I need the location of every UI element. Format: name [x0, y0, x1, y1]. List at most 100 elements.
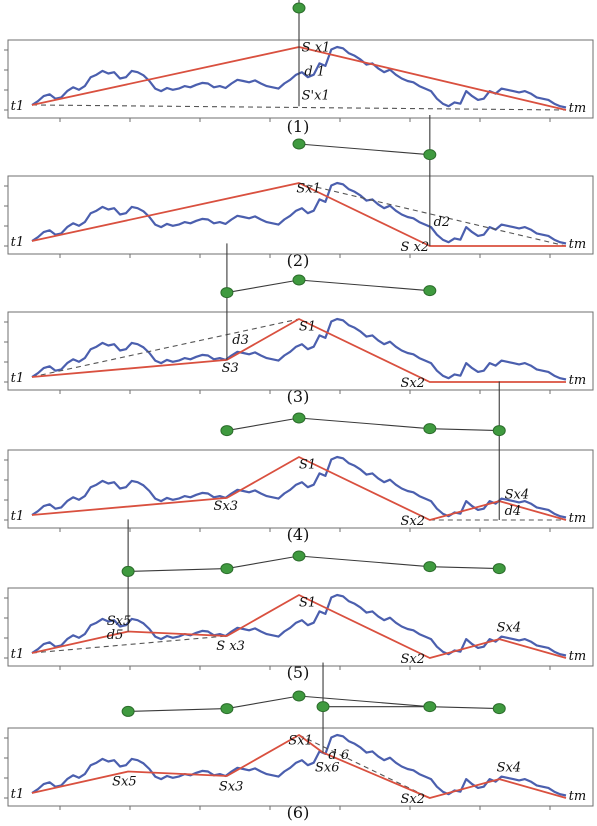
point-label: t1 [11, 371, 24, 386]
point-label: t1 [11, 235, 24, 250]
tree-edge [226, 279, 300, 294]
tree-edge [226, 555, 300, 570]
time-series-line [31, 593, 567, 657]
point-label: S x1 [302, 40, 331, 55]
tree-node [423, 423, 437, 435]
segmentation-line [31, 734, 567, 799]
point-label: S3 [222, 361, 239, 376]
panel-caption: (2) [287, 251, 310, 270]
time-series-line [31, 455, 567, 519]
point-label: Sx2 [400, 376, 425, 391]
point-label: d 6 [328, 748, 349, 763]
reference-dashed-line [31, 104, 567, 111]
point-label: Sx6 [315, 761, 340, 776]
time-series-line [31, 317, 567, 381]
tree-edge [429, 706, 500, 710]
tree-node [423, 149, 437, 161]
tree-edge [298, 417, 430, 430]
point-label: t1 [11, 509, 24, 524]
panel-1: S x1 d 1 S'x1 t1 tm (1) [4, 0, 594, 136]
point-label: S x3 [216, 639, 245, 654]
point-label: d2 [434, 215, 451, 230]
segmentation-line [31, 456, 567, 521]
tree-node [423, 285, 437, 297]
reference-dashed-line [31, 318, 300, 378]
point-label: Sx3 [219, 779, 244, 794]
point-label: t1 [11, 99, 24, 114]
plot-frame [7, 587, 594, 667]
tree-node [220, 703, 234, 715]
point-label: tm [569, 373, 587, 388]
point-label: Sx2 [400, 652, 425, 667]
point-label: tm [569, 237, 587, 252]
panel-2: Sx1 d2 S x2 t1 tm (2) [4, 114, 594, 270]
point-label: Sx1 [296, 181, 321, 196]
reference-dashed-line [298, 182, 567, 247]
tree-node [292, 412, 306, 424]
point-label: S1 [299, 595, 316, 610]
point-label: d 1 [304, 64, 325, 79]
plot-frame [7, 175, 594, 255]
panel-caption: (3) [287, 387, 310, 406]
plot-frame [7, 449, 594, 529]
tree-node [423, 701, 437, 713]
point-label: Sx4 [505, 488, 530, 503]
point-label: Sx4 [497, 761, 522, 776]
reference-dashed-line [298, 734, 431, 799]
point-label: d3 [232, 333, 249, 348]
tree-node [292, 690, 306, 702]
tree-node [220, 425, 234, 437]
tree-edge [298, 555, 430, 568]
time-series-line [31, 733, 567, 797]
tree-edge [298, 143, 430, 156]
point-label: S1 [299, 457, 316, 472]
segmentation-line [31, 318, 566, 383]
point-label: Sx2 [400, 514, 425, 529]
tree-node [492, 563, 506, 575]
tree-node [492, 703, 506, 715]
point-label: S1 [299, 319, 316, 334]
point-label: Sx5 [107, 614, 132, 629]
tree-node [423, 561, 437, 573]
tree-edge [226, 417, 300, 432]
point-label: d5 [107, 628, 124, 643]
tree-node [220, 287, 234, 299]
tree-node [316, 701, 330, 713]
tree-edge [128, 568, 227, 572]
tree-edge [226, 695, 300, 710]
tree-node [292, 138, 306, 150]
panel-3: S1 d3 S3 Sx2 t1 tm (3) [4, 243, 594, 406]
point-label: Sx5 [112, 774, 137, 789]
point-label: tm [569, 101, 587, 116]
point-label: d4 [505, 504, 522, 519]
tree-node [292, 2, 306, 14]
tree-edge [298, 279, 430, 292]
tree-node [220, 563, 234, 575]
plot-frame [7, 727, 594, 807]
tree-node [492, 425, 506, 437]
point-label: Sx2 [400, 792, 425, 807]
point-label: S'x1 [302, 88, 330, 103]
tree-edge [298, 695, 430, 708]
reference-dashed-line [31, 635, 227, 654]
point-label: Sx3 [214, 499, 239, 514]
tree-edge [429, 428, 500, 432]
point-label: Sx1 [288, 733, 313, 748]
point-label: tm [569, 789, 587, 804]
tree-edge [429, 566, 500, 570]
point-label: t1 [11, 647, 24, 662]
tree-edge [128, 708, 227, 712]
tree-node [121, 705, 135, 717]
panel-caption: (6) [287, 803, 310, 822]
panel-caption: (4) [287, 525, 310, 544]
panel-caption: (5) [287, 663, 310, 682]
tree-node [292, 274, 306, 286]
panel-caption: (1) [287, 117, 310, 136]
point-label: Sx4 [497, 621, 522, 636]
point-label: tm [569, 649, 587, 664]
tree-node [292, 550, 306, 562]
